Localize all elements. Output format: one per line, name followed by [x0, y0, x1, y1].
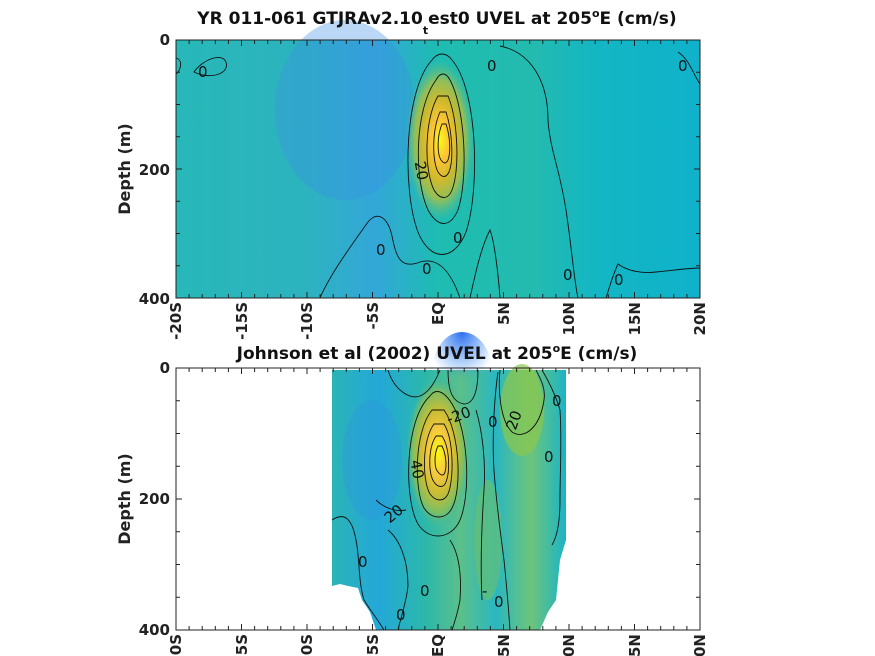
contour-line [437, 123, 451, 164]
panel-2-x-tick: 5N [495, 634, 513, 656]
contour-line [319, 215, 461, 299]
title-part: E (cm/s) [600, 9, 677, 29]
contour-label: 0 [198, 63, 208, 81]
panel-1-undercurrent-core [406, 60, 474, 220]
panel-2-y-tick: 0 [160, 359, 170, 377]
panel-2-blue-band [342, 400, 402, 520]
contour-label: 20 [502, 408, 525, 432]
panel-1-x-tick: EQ [429, 302, 447, 325]
panel-2: -20 20 0 0 0 40 20 0 0 - 0 0 [175, 332, 701, 631]
panel-2-y-axis-label: Depth (m) [115, 453, 134, 545]
contour-label: 0 [396, 606, 406, 624]
panel-1-x-tick: -20S [167, 302, 185, 340]
contour-label: 0 [563, 266, 573, 284]
panel-1-y-tick: 400 [139, 290, 170, 308]
contour-line [426, 95, 458, 198]
panel-2-x-tick: -15S [233, 634, 251, 656]
contour-label: 20 [411, 160, 432, 182]
contour-label: 0 [488, 413, 498, 431]
panel-2-x-tick: -5S [364, 634, 382, 656]
panel-2-x-tick: EQ [429, 634, 447, 656]
contour-label: 40 [406, 458, 427, 480]
contour-label: 0 [420, 582, 430, 600]
panel-1-x-tick: -5S [364, 302, 382, 329]
title-part: YR 011-061 GTJRAv2.10 [196, 9, 423, 29]
contour-line [387, 529, 409, 631]
contour-line [434, 445, 447, 476]
title-part: est0 UVEL at 205 [428, 9, 592, 29]
panel-1: 0 0 0 20 0 0 0 0 0 [175, 20, 701, 299]
contour-line [175, 57, 182, 75]
contour-line [433, 111, 453, 177]
panel-1-x-ticks: -20S -15S -10S -5S EQ 5N 10N 15N 20N [167, 302, 709, 340]
contour-line [193, 57, 227, 76]
contour-line [499, 45, 579, 299]
contour-label: 0 [422, 260, 432, 278]
panel-2-y-tick: 200 [139, 490, 170, 508]
contour-line [408, 391, 468, 537]
contour-line [469, 228, 501, 299]
contour-label: 0 [614, 271, 624, 289]
panel-1-y-tick: 200 [139, 161, 170, 179]
panel-2-title: Johnson et al (2002) UVEL at 205oE (cm/s… [236, 342, 638, 364]
contour-label: 0 [678, 57, 688, 75]
contour-line [387, 369, 441, 398]
panel-2-x-ticks: -20S -15S -10S -5S EQ 5N 10N 15N 20N [167, 634, 709, 656]
panel-1-title: YR 011-061 GTJRAv2.10test0 UVEL at 205oE… [196, 7, 676, 37]
panel-1-blue-anomaly [275, 20, 415, 200]
title-superscript: o [592, 7, 600, 20]
panel-2-contours [331, 369, 562, 631]
contour-line [605, 263, 701, 299]
panel-1-x-tick: 15N [626, 302, 644, 335]
panel-1-x-tick: -15S [233, 302, 251, 340]
panel-2-y-tick: 400 [139, 621, 170, 639]
panel-1-x-tick: -10S [298, 302, 316, 340]
contour-label: 0 [552, 392, 562, 410]
panel-1-x-tick: 5N [495, 302, 513, 325]
panel-2-x-tick: -10S [298, 634, 316, 656]
contour-line [331, 516, 385, 631]
contour-label: 0 [544, 448, 554, 466]
contour-line [416, 409, 459, 518]
panel-2-minor-ticks [175, 367, 701, 631]
contour-line [447, 369, 479, 405]
title-subscript: t [423, 24, 428, 37]
panel-1-y-axis-label: Depth (m) [115, 123, 134, 215]
contour-line [498, 369, 545, 435]
panel-1-x-tick: 10N [560, 302, 578, 335]
contour-line [492, 371, 511, 631]
contour-label: 0 [358, 553, 368, 571]
contour-label: 0 [376, 241, 386, 259]
contour-line [407, 53, 476, 255]
panel-2-green-band [500, 364, 544, 456]
contour-line [541, 369, 562, 546]
panel-1-x-tick: 20N [691, 302, 709, 335]
title-superscript: o [553, 342, 561, 355]
contour-line [475, 409, 485, 601]
panel-2-green-band [474, 480, 502, 600]
contour-line [429, 435, 450, 487]
panel-2-x-tick: 20N [691, 634, 709, 656]
panel-2-undercurrent-core [406, 376, 470, 528]
panel-1-contours [175, 45, 701, 299]
contour-line [375, 499, 407, 511]
contour-label: 0 [453, 229, 463, 247]
title-part: Johnson et al (2002) UVEL at 205 [236, 344, 553, 364]
panel-1-minor-ticks [175, 39, 701, 299]
title-part: E (cm/s) [560, 344, 637, 364]
contour-line [417, 73, 465, 224]
contour-line [449, 539, 461, 631]
panel-1-y-tick: 0 [160, 31, 170, 49]
panel-2-x-tick: -20S [167, 634, 185, 656]
contour-line [423, 423, 453, 501]
contour-label: 0 [487, 57, 497, 75]
panel-2-x-tick: 15N [626, 634, 644, 656]
contour-line [677, 51, 701, 85]
panel-2-x-tick: 10N [560, 634, 578, 656]
contour-label: - [482, 582, 487, 600]
contour-label: 0 [494, 593, 504, 611]
